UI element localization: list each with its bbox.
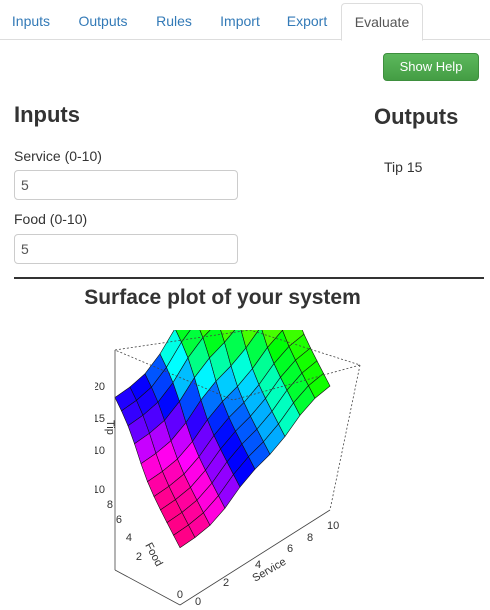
- tab-evaluate[interactable]: Evaluate: [341, 3, 423, 41]
- show-help-button[interactable]: Show Help: [383, 53, 479, 81]
- z-tick-20: 20: [95, 381, 105, 393]
- food-tick-8: 8: [107, 499, 113, 511]
- service-label: Service (0-10): [14, 148, 102, 164]
- plot-title: Surface plot of your system: [84, 286, 361, 309]
- plot-axes: [113, 330, 362, 606]
- service-tick-6: 6: [287, 543, 293, 555]
- food-input[interactable]: [14, 234, 238, 264]
- surface-mesh: [114, 330, 331, 549]
- food-tick-4: 4: [126, 532, 132, 544]
- food-tick-2: 2: [136, 551, 142, 563]
- tab-outputs[interactable]: Outputs: [78, 13, 128, 29]
- tab-export[interactable]: Export: [286, 13, 328, 29]
- surface-cell: [308, 372, 331, 399]
- service-tick-2: 2: [223, 577, 229, 589]
- z-tick-10: 10: [95, 445, 105, 457]
- food-axis-label: Food: [142, 541, 164, 569]
- z-axis-label: Tip: [104, 420, 116, 435]
- surface-cell: [175, 330, 191, 343]
- z-tick-15: 15: [95, 413, 105, 425]
- food-tick-6: 6: [116, 514, 122, 526]
- service-tick-0: 0: [195, 596, 201, 608]
- service-tick-8: 8: [307, 532, 313, 544]
- service-tick-10: 10: [327, 520, 339, 532]
- food-tick-10: 10: [95, 484, 105, 496]
- nav-tabs: Inputs Outputs Rules Import Export Evalu…: [0, 0, 490, 41]
- food-label: Food (0-10): [14, 211, 88, 227]
- surface-plot: 20 15 10 Tip 10 8 6 4 2 0 Food 0 2 4 6 8…: [95, 330, 362, 608]
- output-tip-value: Tip 15: [384, 159, 423, 175]
- section-divider: [14, 277, 484, 279]
- surface-cell: [199, 330, 211, 339]
- inputs-heading: Inputs: [14, 102, 80, 127]
- tab-inputs[interactable]: Inputs: [11, 13, 51, 29]
- tab-import[interactable]: Import: [220, 13, 260, 29]
- tab-rules[interactable]: Rules: [156, 13, 192, 29]
- service-input[interactable]: [14, 170, 238, 200]
- outputs-heading: Outputs: [374, 104, 459, 129]
- food-tick-0: 0: [177, 589, 183, 601]
- service-tick-4: 4: [255, 559, 261, 571]
